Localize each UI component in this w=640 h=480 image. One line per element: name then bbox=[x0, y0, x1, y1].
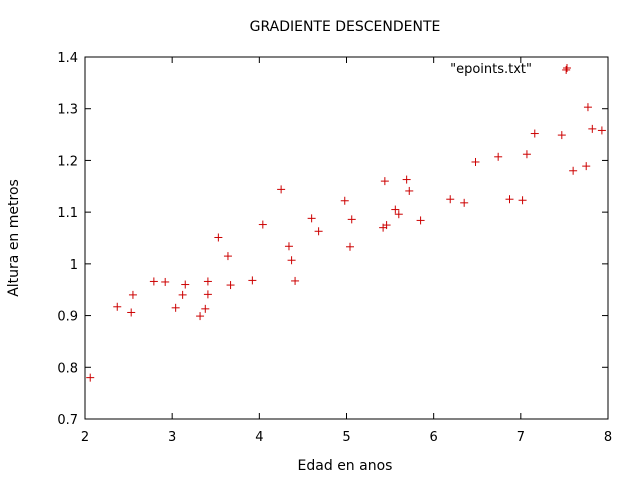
data-point bbox=[291, 276, 300, 285]
x-tick-label: 6 bbox=[430, 430, 438, 445]
data-point bbox=[588, 124, 597, 133]
data-point bbox=[446, 195, 455, 204]
data-point bbox=[214, 233, 223, 242]
data-point bbox=[347, 215, 356, 224]
data-point bbox=[201, 304, 210, 313]
data-point bbox=[402, 175, 411, 184]
data-point bbox=[460, 198, 469, 207]
legend-marker-plus bbox=[563, 64, 571, 72]
x-axis-label: Edad en anos bbox=[298, 458, 393, 474]
data-point bbox=[226, 281, 235, 290]
data-point bbox=[530, 129, 539, 138]
data-point bbox=[178, 290, 187, 299]
data-point bbox=[223, 252, 232, 261]
data-point bbox=[380, 177, 389, 186]
data-point bbox=[382, 221, 391, 230]
data-point bbox=[494, 152, 503, 161]
data-point bbox=[203, 290, 212, 299]
data-point bbox=[562, 65, 571, 74]
y-axis-label: Altura en metros bbox=[6, 179, 22, 297]
y-tick-label: 0.7 bbox=[57, 413, 78, 428]
data-point bbox=[505, 195, 514, 204]
y-axis: 0.7 0.8 0.9 1 1.1 1.2 1.3 1.4 bbox=[57, 51, 608, 428]
data-point bbox=[127, 308, 136, 317]
data-point bbox=[181, 280, 190, 289]
data-point bbox=[582, 162, 591, 171]
y-tick-label: 1.4 bbox=[57, 51, 78, 66]
data-point bbox=[284, 242, 293, 251]
data-point bbox=[258, 220, 267, 229]
y-tick-label: 1.2 bbox=[57, 154, 78, 169]
data-point bbox=[86, 373, 95, 382]
data-point bbox=[314, 227, 323, 236]
data-point bbox=[522, 150, 531, 159]
data-point bbox=[161, 277, 170, 286]
x-tick-label: 7 bbox=[517, 430, 525, 445]
data-point bbox=[149, 277, 158, 286]
data-point bbox=[196, 312, 205, 321]
data-points bbox=[86, 65, 606, 382]
x-tick-label: 2 bbox=[81, 430, 89, 445]
y-tick-label: 1.3 bbox=[57, 103, 78, 118]
data-point bbox=[307, 214, 316, 223]
x-tick-label: 3 bbox=[168, 430, 176, 445]
legend: "epoints.txt" bbox=[450, 62, 571, 77]
data-point bbox=[471, 157, 480, 166]
data-point bbox=[248, 276, 257, 285]
data-point bbox=[391, 205, 400, 214]
legend-label: "epoints.txt" bbox=[450, 62, 532, 77]
y-tick-label: 1 bbox=[70, 258, 78, 273]
data-point bbox=[277, 185, 286, 194]
data-point bbox=[405, 186, 414, 195]
x-tick-label: 5 bbox=[342, 430, 350, 445]
plot-area bbox=[84, 56, 609, 420]
data-point bbox=[287, 256, 296, 265]
data-point bbox=[597, 126, 606, 135]
data-point bbox=[557, 131, 566, 140]
data-point bbox=[416, 216, 425, 225]
chart-title: GRADIENTE DESCENDENTE bbox=[250, 19, 441, 35]
data-point bbox=[113, 302, 122, 311]
data-point bbox=[340, 196, 349, 205]
legend-marker bbox=[563, 64, 571, 72]
data-point bbox=[394, 210, 403, 219]
data-point bbox=[203, 277, 212, 286]
data-point bbox=[583, 103, 592, 112]
data-point bbox=[171, 303, 180, 312]
y-tick-label: 0.9 bbox=[57, 310, 78, 325]
data-point bbox=[569, 166, 578, 175]
x-tick-label: 8 bbox=[604, 430, 612, 445]
x-tick-label: 4 bbox=[255, 430, 263, 445]
y-tick-label: 0.8 bbox=[57, 361, 78, 376]
y-tick-label: 1.1 bbox=[57, 206, 78, 221]
data-point bbox=[345, 242, 354, 251]
plot-border bbox=[84, 56, 609, 420]
data-point bbox=[518, 196, 527, 205]
x-axis: 2 3 4 5 6 7 8 bbox=[81, 57, 612, 445]
data-point bbox=[128, 290, 137, 299]
